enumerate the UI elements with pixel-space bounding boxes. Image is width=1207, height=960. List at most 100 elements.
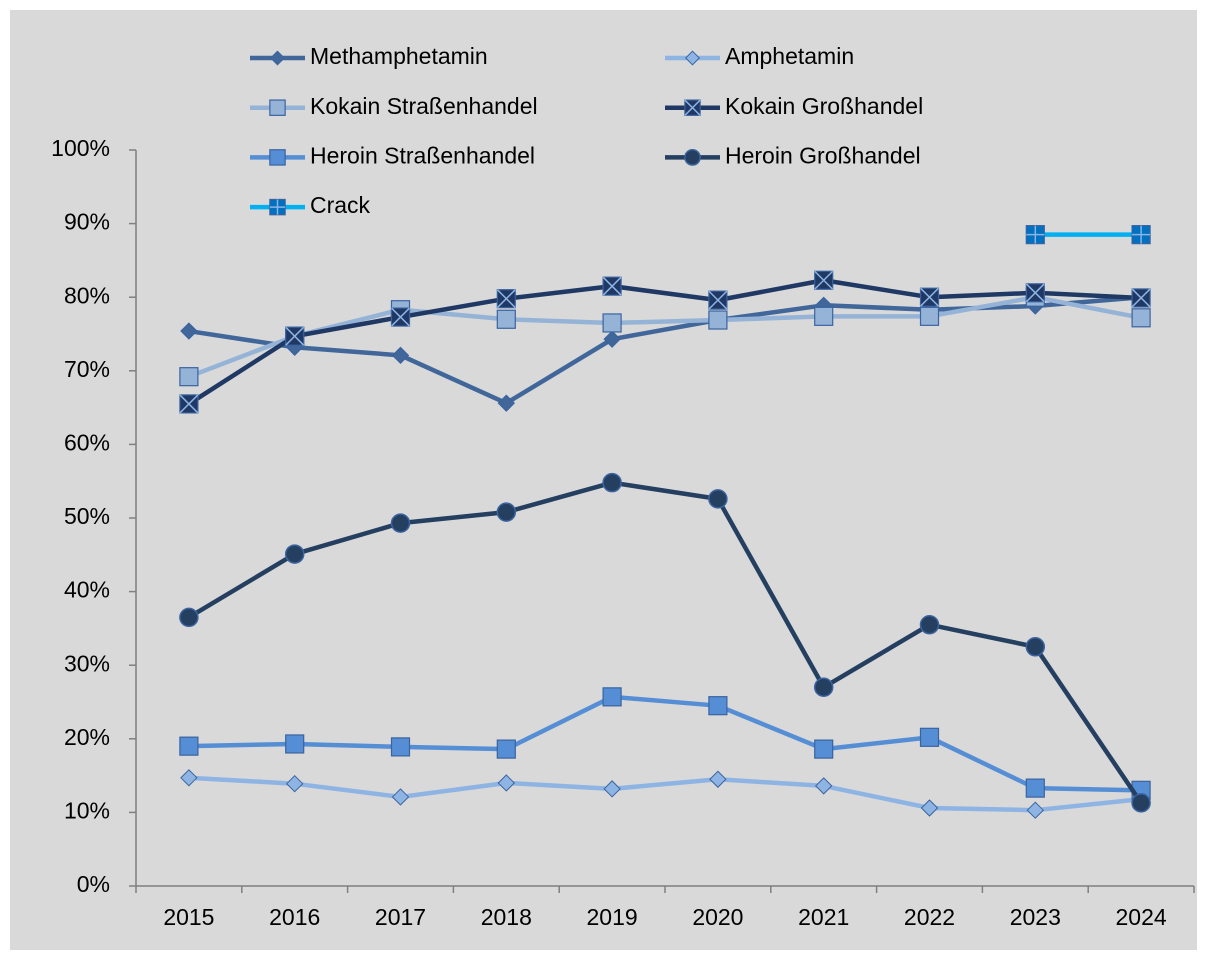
series [1025,225,1151,245]
plot-area [179,225,1151,819]
y-tick-label: 20% [64,724,110,750]
marker [602,472,622,493]
y-tick-label: 50% [64,503,110,529]
legend-label: Methamphetamin [310,43,488,69]
series [179,687,1151,800]
marker [390,737,411,757]
marker [708,489,728,509]
marker-cross [1131,288,1151,308]
marker-cross [708,290,728,310]
line [188,294,1142,379]
legend-label: Kokain Straßenhandel [310,93,538,119]
marker [285,734,305,754]
marker [391,346,410,365]
y-tick-label: 0% [77,871,110,897]
marker [179,736,199,756]
marker [285,774,304,793]
legend-label: Amphetamin [725,43,854,69]
legend-item: Kokain Großhandel [665,93,923,119]
marker [684,50,701,66]
marker [1025,778,1045,798]
marker [269,149,286,166]
marker-cross [814,270,834,290]
marker [919,306,940,326]
marker-cross [285,326,305,346]
marker [1025,637,1046,657]
marker [708,310,728,330]
marker [814,306,834,326]
y-tick-label: 30% [64,650,110,676]
x-tick-label: 2021 [798,904,849,930]
marker-cross [602,276,622,296]
marker [602,313,622,333]
marker [497,774,516,792]
marker [603,330,621,348]
y-tick-label: 70% [64,356,110,382]
legend-label: Crack [310,192,371,218]
marker [814,777,833,795]
legend-item: Amphetamin [665,43,854,69]
y-tick-label: 90% [64,209,110,235]
marker [391,788,410,806]
line [187,480,1143,805]
marker [709,770,727,788]
marker [684,149,701,166]
x-tick-label: 2022 [904,904,955,930]
legend-label: Heroin Großhandel [725,142,921,168]
marker [1026,801,1045,819]
marker [1131,308,1151,328]
x-tick-label: 2023 [1010,904,1061,930]
marker [284,544,305,564]
x-tick-label: 2016 [269,904,320,930]
x-tick-label: 2018 [481,904,532,930]
y-tick-label: 100% [51,135,110,161]
legend-item: Crack [250,192,371,218]
marker [920,799,939,817]
marker [269,50,286,66]
legend-item: Heroin Großhandel [665,142,921,168]
marker-cross [179,394,199,414]
marker [180,769,198,787]
marker [814,739,834,759]
y-tick-label: 60% [64,429,110,455]
x-tick-label: 2024 [1116,904,1167,930]
y-tick-label: 80% [64,282,110,308]
line [188,694,1142,793]
legend: Methamphetamin Amphetamin Kokain Straßenha… [250,43,923,218]
marker-cross [1025,283,1045,303]
series [179,472,1151,813]
line [187,278,1142,406]
marker [919,727,940,747]
marker [180,322,198,340]
legend-item: Heroin Straßenhandel [250,142,535,168]
marker [179,607,199,628]
x-tick-label: 2020 [692,904,743,930]
legend-label: Heroin Straßenhandel [310,142,535,168]
marker-cross [1132,225,1151,244]
marker-cross [496,289,516,309]
marker [269,99,286,116]
marker [813,677,834,698]
marker [602,687,622,707]
x-tick-label: 2019 [587,904,638,930]
marker [497,394,516,412]
marker [919,614,940,635]
marker [179,367,199,387]
y-tick-label: 10% [64,797,110,823]
marker [603,780,621,798]
marker [1131,793,1151,813]
marker [390,513,411,533]
marker-cross [684,99,701,116]
y-tick-label: 40% [64,577,110,603]
marker-cross [1026,225,1045,244]
marker-cross [919,287,940,307]
marker-cross [390,307,411,327]
marker [496,502,517,522]
x-tick-label: 2017 [375,904,426,930]
legend-item: Methamphetamin [250,43,488,69]
axes: 0% 10% 20% 30% 40% 50% 60% 70% 80% 90% 100% 2015 201… [51,135,1195,930]
legend-item: Kokain Straßenhandel [250,93,538,119]
marker [708,696,728,716]
marker [496,309,516,329]
